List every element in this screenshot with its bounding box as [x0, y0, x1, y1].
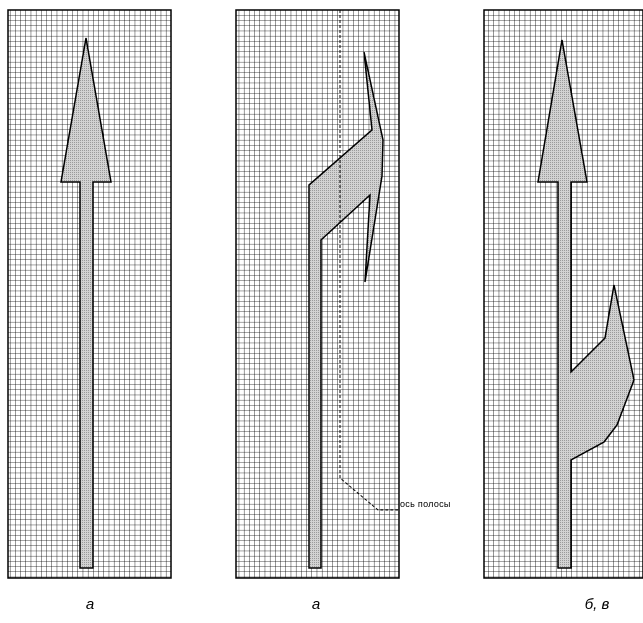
lane-axis-label: ось полосы: [400, 499, 451, 509]
panel-bv-straight-right: [483, 9, 643, 579]
straight-right-arrow: [537, 39, 635, 569]
panel-a-right-turn: [235, 9, 400, 579]
caption-panel-1: а: [85, 596, 95, 613]
caption-panel-2: а: [311, 596, 321, 613]
panel-a-straight: [7, 9, 172, 579]
right-turn-arrow: [308, 51, 384, 569]
straight-arrow: [60, 37, 112, 569]
caption-panel-3: б, в: [584, 596, 610, 613]
lane-axis-line: [339, 10, 398, 511]
